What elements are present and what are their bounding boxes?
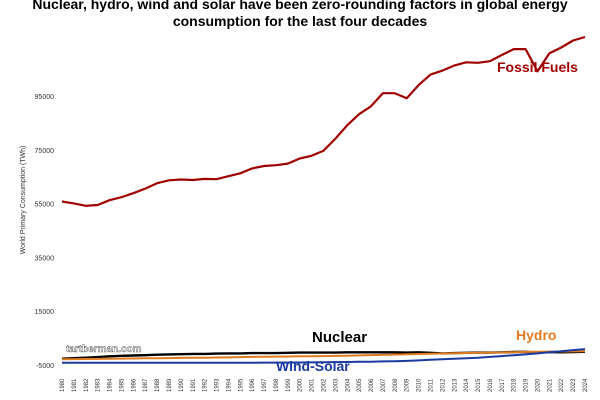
x-tick-label: 1996 <box>250 378 256 392</box>
x-tick-label: 2014 <box>464 378 470 392</box>
x-tick-label: 2019 <box>524 378 530 392</box>
x-tick-label: 2013 <box>452 378 458 392</box>
series-line-wind-solar <box>62 348 586 364</box>
x-tick-label: 2016 <box>488 378 494 392</box>
x-tick-label: 2023 <box>571 378 577 392</box>
x-tick-label: 1983 <box>96 378 102 392</box>
x-tick-label: 1985 <box>119 378 125 392</box>
chart-title-line1: Nuclear, hydro, wind and solar have been… <box>32 0 568 12</box>
x-tick-label: 1998 <box>274 378 280 392</box>
x-tick-label: 2017 <box>500 378 506 392</box>
y-axis-label: World Primary Consumption (TWh) <box>20 146 27 255</box>
x-tick-label: 2007 <box>381 378 387 392</box>
y-tick-label: 95000 <box>35 94 55 101</box>
x-tick-label: 1994 <box>226 378 232 392</box>
x-tick-label: 2010 <box>417 378 423 392</box>
x-tick-label: 1993 <box>215 378 221 392</box>
watermark: tartberman.com <box>66 344 142 355</box>
y-tick-label: 75000 <box>35 148 55 155</box>
x-tick-label: 1989 <box>167 378 173 392</box>
x-tick-label: 1995 <box>238 378 244 392</box>
x-tick-label: 1988 <box>155 378 161 392</box>
x-tick-label: 1991 <box>191 378 197 392</box>
x-tick-label: 1982 <box>84 378 90 392</box>
x-tick-label: 2021 <box>547 378 553 392</box>
series-label-fossil-fuels: Fossil Fuels <box>497 59 578 75</box>
x-tick-label: 1987 <box>143 378 149 392</box>
x-tick-label: 1984 <box>108 378 114 392</box>
x-tick-label: 2000 <box>298 378 304 392</box>
x-tick-label: 1999 <box>286 378 292 392</box>
x-tick-label: 2005 <box>357 378 363 392</box>
x-tick-label: 2009 <box>405 378 411 392</box>
x-tick-label: 2012 <box>440 378 446 392</box>
x-tick-label: 2004 <box>345 378 351 392</box>
y-tick-label: 55000 <box>35 202 55 209</box>
chart-title-line2: consumption for the last four decades <box>172 13 428 29</box>
x-tick-label: 2018 <box>512 378 518 392</box>
x-tick-label: 1980 <box>60 378 66 392</box>
x-tick-label: 2011 <box>428 378 434 392</box>
series-label-wind-solar: Wind-Solar <box>276 358 350 374</box>
y-tick-label: 15000 <box>35 309 55 316</box>
x-tick-label: 1986 <box>131 378 137 392</box>
y-tick-label: -5000 <box>36 363 54 370</box>
x-tick-label: 2024 <box>583 378 589 392</box>
x-tick-label: 1990 <box>179 378 185 392</box>
series-label-nuclear: Nuclear <box>312 329 367 346</box>
x-tick-label: 2020 <box>535 378 541 392</box>
x-tick-label: 2003 <box>333 378 339 392</box>
x-tick-label: 2001 <box>310 378 316 392</box>
series-line-hydro <box>61 350 586 361</box>
x-tick-label: 1992 <box>203 378 209 392</box>
y-tick-label: 35000 <box>35 255 55 262</box>
x-tick-label: 2015 <box>476 378 482 392</box>
x-tick-label: 2008 <box>393 378 399 392</box>
series-label-hydro: Hydro <box>516 327 556 343</box>
x-tick-label: 2022 <box>559 378 565 392</box>
x-tick-label: 1997 <box>262 378 268 392</box>
x-tick-label: 1981 <box>72 378 78 392</box>
x-tick-label: 2006 <box>369 378 375 392</box>
series-line-fossil-fuels <box>61 35 586 207</box>
x-tick-label: 2002 <box>322 378 328 392</box>
